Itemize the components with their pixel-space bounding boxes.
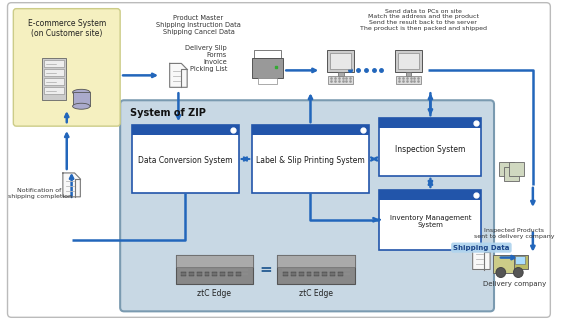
Text: ztC Edge: ztC Edge [198,289,231,299]
Bar [44,87,64,94]
Bar [379,118,481,176]
Bar [338,72,343,76]
Bar [291,271,296,276]
Text: Inspection System: Inspection System [395,145,466,154]
Bar [307,271,311,276]
Text: ztC Edge: ztC Edge [300,289,333,299]
Text: Delivery Slip
Forms
Invoice
Picking List: Delivery Slip Forms Invoice Picking List [185,44,227,71]
Text: E-commerce System
(on Customer site): E-commerce System (on Customer site) [28,19,106,38]
Bar [330,271,335,276]
Bar [330,53,351,69]
Text: Send data to PCs on site
Match the address and the product
Send the result back : Send data to PCs on site Match the addre… [360,9,486,31]
Bar [197,271,202,276]
Bar [236,271,240,276]
Bar [283,271,288,276]
Bar [398,53,419,69]
Bar [515,256,525,264]
Bar [189,271,194,276]
Bar [508,162,524,176]
Polygon shape [169,63,187,87]
Bar [44,60,64,68]
Bar [395,51,422,72]
Text: Inspected Products
sent to delivery company: Inspected Products sent to delivery comp… [474,228,555,238]
Bar [278,255,355,267]
Bar [515,255,528,268]
Bar [44,69,64,76]
Bar [176,255,253,267]
Ellipse shape [73,89,90,95]
Bar [132,125,239,193]
Ellipse shape [73,103,90,109]
Bar [181,271,186,276]
Bar [252,59,283,78]
Bar [252,125,369,193]
Bar [328,76,353,84]
Bar [499,162,515,176]
Bar [322,271,327,276]
Bar [504,167,519,181]
Bar [379,190,481,250]
Text: Label & Slip Printing System: Label & Slip Printing System [256,156,365,165]
Bar [379,190,481,200]
Bar [314,271,319,276]
Bar [299,271,303,276]
Bar [212,271,217,276]
Polygon shape [63,173,81,197]
FancyBboxPatch shape [120,100,494,311]
Bar [254,51,282,59]
Bar [220,271,225,276]
Circle shape [496,268,506,277]
Bar [338,271,342,276]
Text: Inventory Management
System: Inventory Management System [390,215,471,228]
Bar [327,51,354,72]
Text: Delivery company: Delivery company [483,282,546,287]
Polygon shape [473,246,490,269]
Text: Data Conversion System: Data Conversion System [138,156,233,165]
FancyBboxPatch shape [14,9,120,126]
Bar [258,78,278,84]
Text: Product Master
Shipping Instruction Data
Shipping Cancel Data: Product Master Shipping Instruction Data… [156,15,241,35]
Bar [252,125,369,135]
Bar [379,118,481,128]
Bar [396,76,421,84]
FancyBboxPatch shape [7,3,551,317]
Text: System of ZIP: System of ZIP [130,108,205,118]
Bar [278,255,355,284]
Bar [132,125,239,135]
Bar [44,78,64,85]
Bar [42,59,66,100]
Text: Notification of
shipping completion: Notification of shipping completion [7,188,72,199]
Text: =: = [260,262,272,277]
Text: Shipping Data: Shipping Data [453,244,510,251]
Circle shape [513,268,523,277]
Bar [73,92,90,106]
Bar [204,271,209,276]
Bar [228,271,233,276]
Bar [176,255,253,284]
Bar [493,255,515,273]
Bar [406,72,412,76]
